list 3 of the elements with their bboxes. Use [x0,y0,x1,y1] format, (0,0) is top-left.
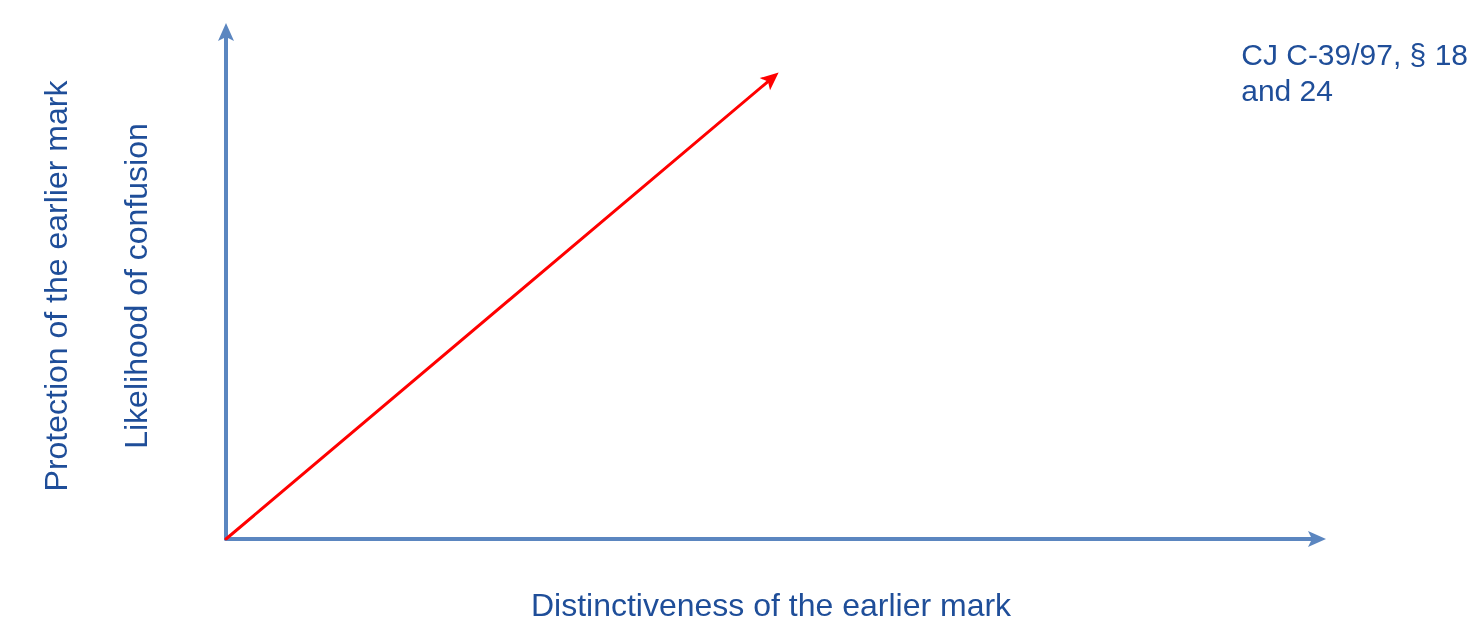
text: Protection of the earlier mark Likelihood of confusion [38,80,154,492]
annotation: CJ C-39/97, § 18 and 24 [1241,37,1469,107]
x-axis-title: Distinctiveness of the earlier mark [530,587,1013,623]
